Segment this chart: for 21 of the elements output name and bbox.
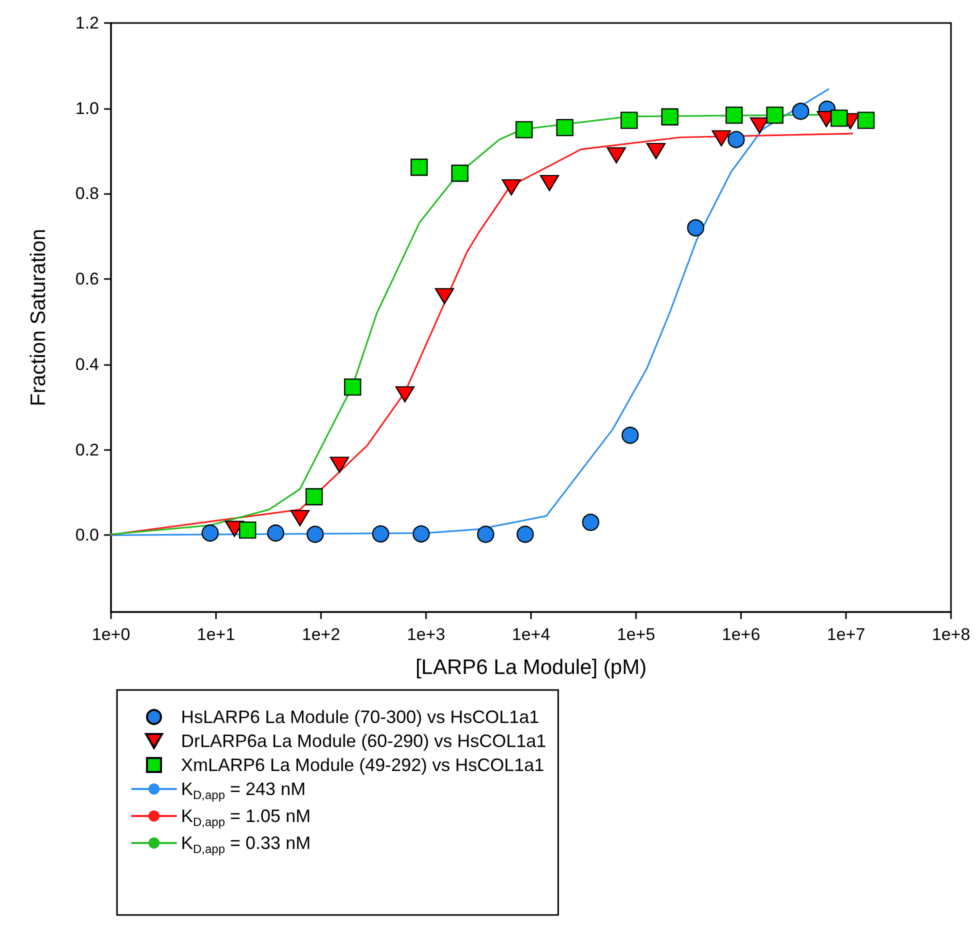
y-tick-label: 1.0 [75, 98, 99, 118]
x-tick-label: 1e+4 [512, 625, 550, 644]
y-tick-label: 0.2 [75, 440, 99, 460]
x-axis-title: [LARP6 La Module] (pM) [415, 656, 647, 679]
x-tick-label: 1e+0 [92, 625, 130, 644]
legend-label: HsLARP6 La Module (70-300) vs HsCOL1a1 [181, 707, 540, 727]
x-tick-label: 1e+6 [722, 625, 760, 644]
x-tick-label: 1e+7 [826, 625, 866, 644]
y-axis-title: Fraction Saturation [27, 228, 50, 406]
y-tick-label: 0.6 [75, 270, 99, 289]
y-tick-label: 0.8 [75, 184, 99, 204]
x-tick-label: 1e+5 [616, 625, 656, 644]
y-tick-label: 1.2 [75, 14, 99, 32]
x-tick-label: 1e+1 [196, 625, 236, 644]
legend-label: XmLARP6 La Module (49-292) vs HsCOL1a1 [181, 755, 544, 775]
y-tick-label: 0.0 [75, 526, 99, 545]
x-tick-label: 1e+3 [406, 625, 446, 644]
x-tick-label: 1e+8 [932, 625, 970, 644]
y-tick-label: 0.4 [75, 354, 99, 374]
x-tick-label: 1e+2 [302, 625, 340, 644]
legend-label: DrLARP6a La Module (60-290) vs HsCOL1a1 [181, 731, 546, 751]
